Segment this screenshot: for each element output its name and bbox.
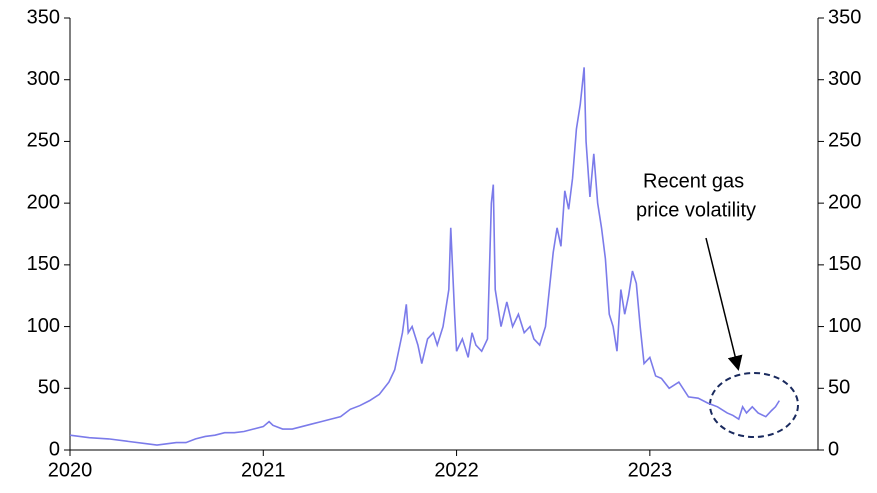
y-tick-label: 350 xyxy=(27,6,60,28)
annotation: price volatility xyxy=(636,199,756,221)
y2-tick-label: 200 xyxy=(828,191,861,213)
y-tick-label: 0 xyxy=(49,438,60,460)
y-tick-label: 50 xyxy=(38,377,60,399)
annotation: Recent gas xyxy=(643,170,744,192)
y-tick-label: 300 xyxy=(27,68,60,90)
y2-tick-label: 350 xyxy=(828,6,861,28)
y2-tick-label: 150 xyxy=(828,253,861,275)
y2-tick-label: 250 xyxy=(828,130,861,152)
y-tick-label: 100 xyxy=(27,315,60,337)
y-tick-label: 150 xyxy=(27,253,60,275)
x-tick-label: 2021 xyxy=(241,459,286,481)
x-tick-label: 2023 xyxy=(628,459,673,481)
y-tick-label: 250 xyxy=(27,130,60,152)
annotation-arrow xyxy=(705,237,743,371)
y2-tick-label: 0 xyxy=(828,438,839,460)
x-tick-label: 2022 xyxy=(434,459,479,481)
y2-tick-label: 100 xyxy=(828,315,861,337)
y-tick-label: 200 xyxy=(27,191,60,213)
y2-tick-label: 300 xyxy=(828,68,861,90)
data-line xyxy=(69,67,781,446)
highlight-ellipse xyxy=(709,372,799,438)
x-tick-label: 2020 xyxy=(48,459,93,481)
y2-tick-label: 50 xyxy=(828,377,850,399)
